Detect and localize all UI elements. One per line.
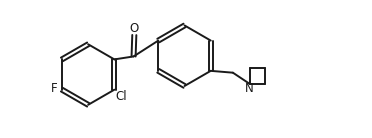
Text: N: N xyxy=(244,82,253,95)
Text: Cl: Cl xyxy=(115,90,127,103)
Text: O: O xyxy=(130,22,139,35)
Text: F: F xyxy=(51,82,57,95)
